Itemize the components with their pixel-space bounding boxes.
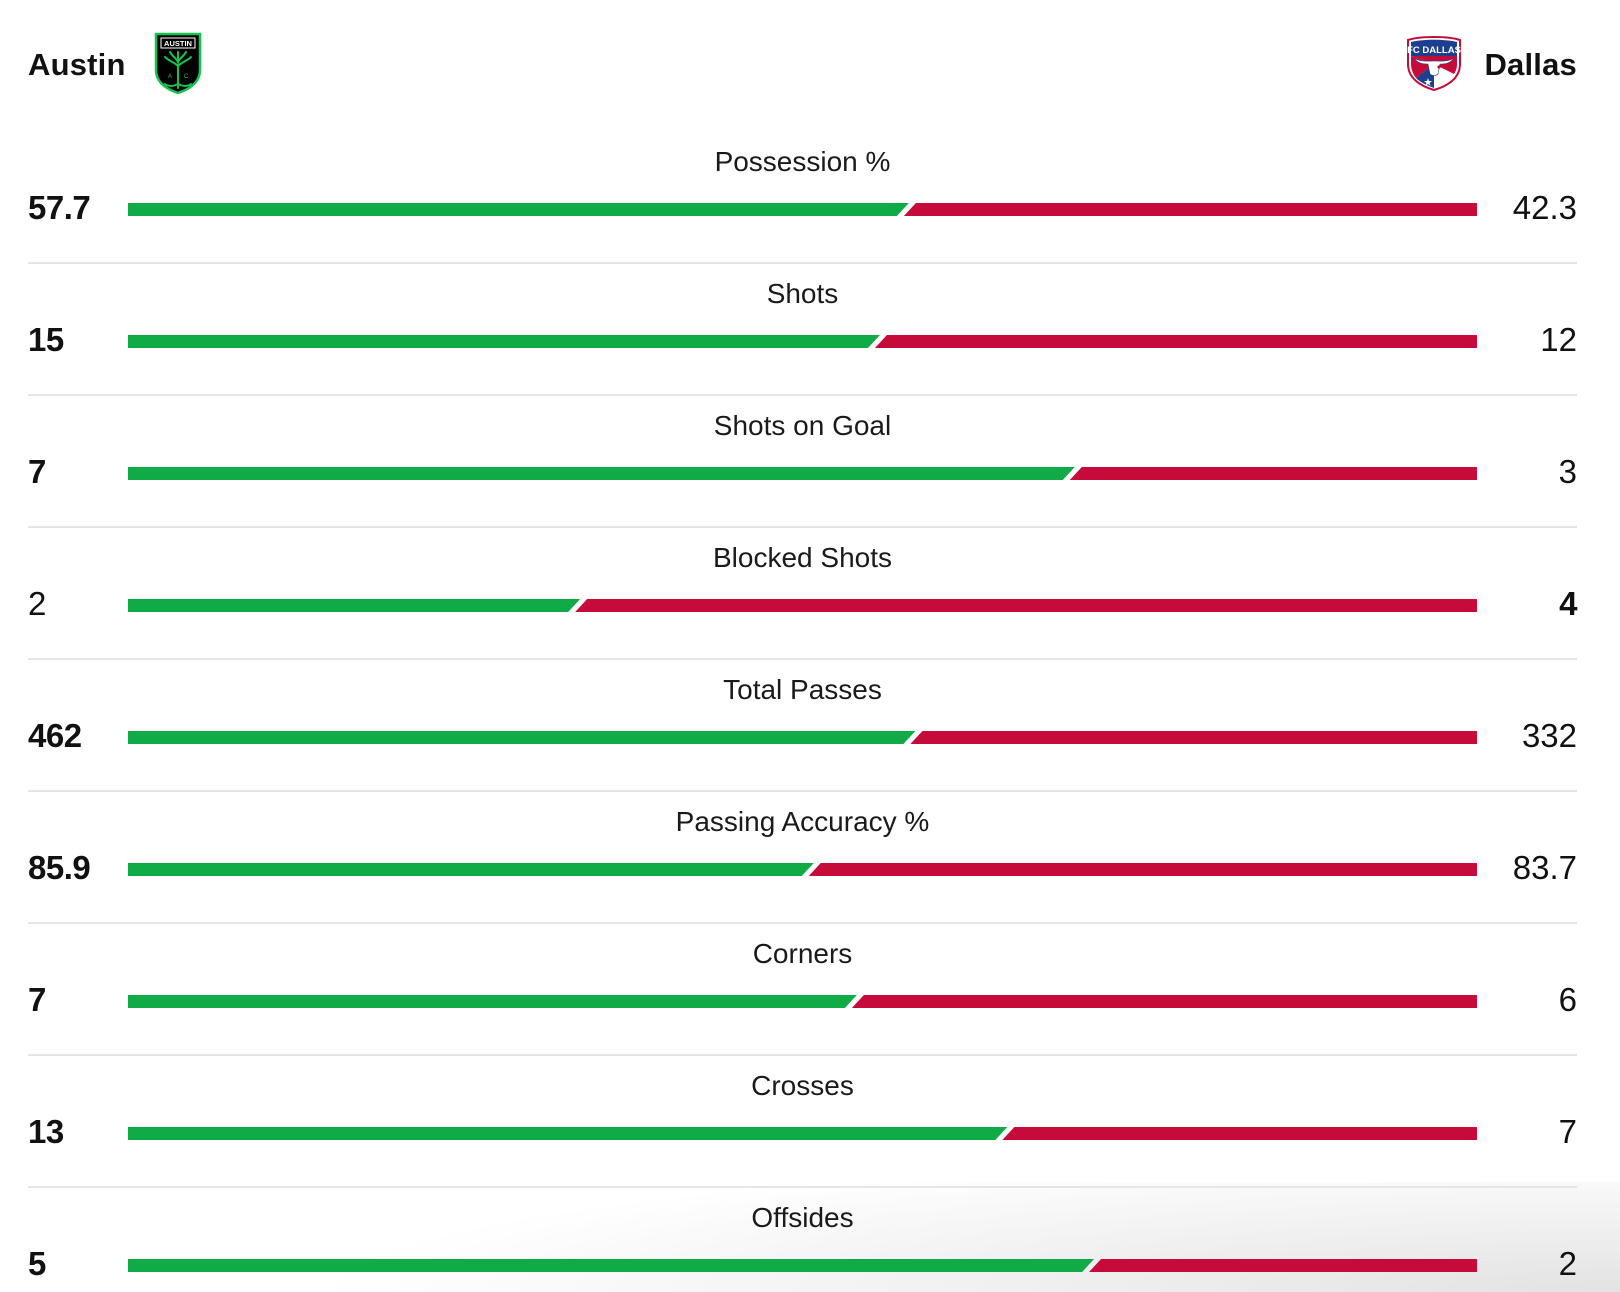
stat-label: Total Passes: [723, 674, 882, 705]
away-bar-segment: [903, 203, 1477, 216]
home-team-name: Austin: [28, 47, 126, 82]
away-stat-value: 4: [1559, 585, 1577, 622]
home-stat-value: 7: [28, 981, 46, 1018]
stat-row: Possession % 57.7 42.3: [28, 132, 1577, 264]
austin-fc-crest-icon: AUSTIN A C: [154, 32, 202, 99]
home-stat-value: 5: [28, 1245, 46, 1282]
svg-text:AUSTIN: AUSTIN: [164, 39, 192, 48]
away-stat-value: 7: [1558, 1113, 1577, 1150]
home-stat-value: 2: [28, 585, 47, 622]
away-bar-segment: [851, 995, 1477, 1008]
stat-row: Corners 7 6: [28, 924, 1577, 1056]
home-stat-value: 15: [28, 321, 64, 358]
stat-label: Crosses: [751, 1070, 854, 1101]
home-team: Austin AUSTIN A: [28, 32, 202, 99]
home-stat-value: 13: [28, 1113, 64, 1150]
svg-text:C: C: [184, 74, 189, 80]
away-bar-segment: [1002, 1127, 1477, 1140]
teams-header: Austin AUSTIN A: [28, 30, 1577, 100]
away-team: FC DALLAS Dallas: [1406, 34, 1577, 97]
home-bar-segment: [128, 203, 909, 216]
stat-row: Offsides 5 2: [28, 1188, 1577, 1292]
stat-label: Blocked Shots: [713, 542, 892, 573]
stat-row: Crosses 13 7: [28, 1056, 1577, 1188]
away-team-name: Dallas: [1484, 47, 1577, 82]
home-bar-segment: [128, 995, 857, 1008]
stat-row: Total Passes 462 332: [28, 660, 1577, 792]
stat-row: Shots on Goal 7 3: [28, 396, 1577, 528]
away-bar-segment: [910, 731, 1477, 744]
away-bar-segment: [575, 599, 1477, 612]
away-bar-segment: [874, 335, 1477, 348]
comparison-bar: [128, 203, 1477, 216]
away-stat-value: 332: [1521, 717, 1577, 754]
comparison-bar: [128, 335, 1477, 348]
home-bar-segment: [128, 863, 814, 876]
stats-list: Possession % 57.7 42.3 Shots 15 12 Shots on Go…: [28, 132, 1577, 1292]
home-stat-value: 85.9: [28, 849, 91, 886]
away-stat-value: 3: [1558, 453, 1577, 490]
home-bar-segment: [128, 599, 581, 612]
comparison-bar: [128, 863, 1477, 876]
stat-label: Offsides: [751, 1202, 854, 1233]
comparison-bar: [128, 731, 1477, 744]
away-bar-segment: [1089, 1259, 1477, 1272]
away-bar-segment: [808, 863, 1477, 876]
away-stat-value: 42.3: [1512, 189, 1577, 226]
comparison-bar: [128, 467, 1477, 480]
away-stat-value: 2: [1558, 1245, 1577, 1282]
comparison-bar: [128, 1127, 1477, 1140]
away-bar-segment: [1069, 467, 1477, 480]
fc-dallas-crest-icon: FC DALLAS: [1406, 34, 1462, 97]
stat-row: Passing Accuracy % 85.9 83.7: [28, 792, 1577, 924]
stat-label: Possession %: [714, 146, 891, 177]
stat-row: Blocked Shots 2 4: [28, 528, 1577, 660]
svg-text:A: A: [168, 74, 172, 80]
stat-label: Shots: [766, 278, 839, 309]
comparison-bar: [128, 1259, 1477, 1272]
away-stat-value: 12: [1540, 321, 1577, 358]
home-bar-segment: [128, 731, 916, 744]
stat-label: Passing Accuracy %: [675, 806, 930, 837]
home-bar-segment: [128, 467, 1075, 480]
svg-text:FC DALLAS: FC DALLAS: [1408, 45, 1462, 56]
home-stat-value: 462: [28, 717, 82, 754]
home-bar-segment: [128, 335, 880, 348]
home-stat-value: 7: [28, 453, 46, 490]
stat-row: Shots 15 12: [28, 264, 1577, 396]
home-stat-value: 57.7: [28, 189, 91, 226]
stat-label: Corners: [752, 938, 853, 969]
home-bar-segment: [128, 1259, 1095, 1272]
comparison-bar: [128, 995, 1477, 1008]
comparison-bar: [128, 599, 1477, 612]
home-bar-segment: [128, 1127, 1008, 1140]
stat-label: Shots on Goal: [713, 410, 892, 441]
away-stat-value: 83.7: [1512, 849, 1577, 886]
away-stat-value: 6: [1558, 981, 1577, 1018]
